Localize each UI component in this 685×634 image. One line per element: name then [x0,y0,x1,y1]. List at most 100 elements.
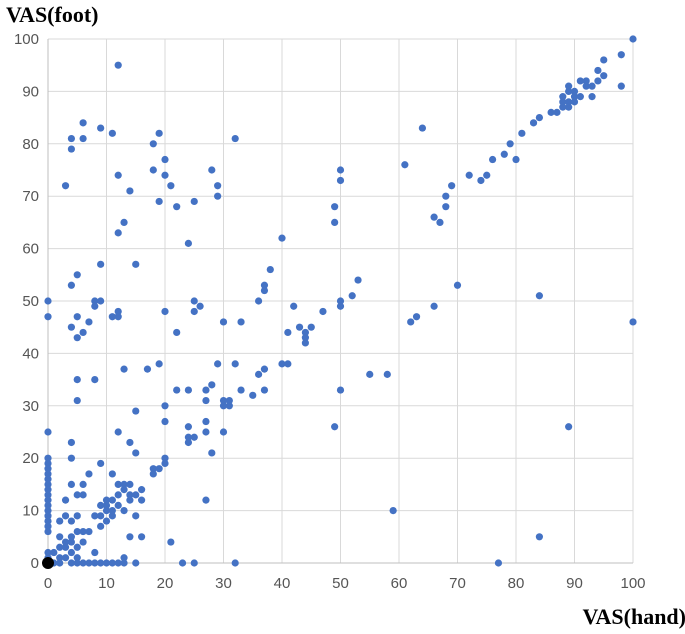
scatter-point [366,370,374,378]
data-points [42,35,637,569]
scatter-point [73,271,81,279]
scatter-point [44,486,52,494]
scatter-point [73,559,81,567]
scatter-point [73,554,81,562]
scatter-point [149,166,157,174]
scatter-point [202,396,210,405]
scatter-point [44,548,52,557]
scatter-point [102,559,111,567]
scatter-point [56,533,64,541]
tick-labels: 0 10 20 30 40 50 60 70 80 90 100 0 10 20 30 40 50 60 70 80 9… [14,31,646,592]
scatter-point [535,292,544,300]
scatter-point [61,182,70,190]
scatter-point [108,512,116,520]
x-tick-label: 0 [44,575,52,592]
scatter-point [348,292,356,300]
scatter-point [354,276,362,284]
scatter-point [594,77,602,85]
scatter-point [284,328,292,337]
scatter-point [231,134,239,143]
scatter-point [120,218,128,226]
scatter-point [44,454,52,462]
scatter-point [97,559,105,567]
scatter-point [336,166,345,174]
scatter-point [79,559,87,567]
scatter-point [202,496,210,504]
scatter-point [331,423,339,431]
scatter-point [383,370,391,378]
scatter-point [79,527,87,536]
scatter-point [600,56,608,64]
scatter-point [44,501,52,509]
scatter-point [161,171,169,179]
scatter-point [79,328,87,337]
scatter-point [61,512,70,520]
scatter-point [67,480,75,488]
scatter-point [547,108,555,116]
scatter-point [161,417,169,426]
scatter-point [214,192,222,200]
scatter-point [108,470,116,478]
scatter-point [114,61,122,69]
scatter-point [489,155,497,164]
scatter-point [138,486,146,494]
x-tick-label: 10 [98,575,115,592]
scatter-point [97,260,105,268]
scatter-point [114,559,122,567]
x-tick-label: 50 [332,575,349,592]
scatter-point [582,82,590,90]
scatter-point [108,507,116,515]
scatter-point [56,517,64,525]
scatter-point [559,103,567,111]
scatter-point [190,197,198,206]
scatter-point [61,538,70,546]
scatter-point [102,517,111,525]
scatter-point [184,386,192,394]
scatter-point [67,548,75,557]
scatter-point [85,318,93,326]
scatter-point [44,297,52,305]
scatter-point [184,438,192,447]
scatter-point [184,433,192,441]
scatter-point [44,459,52,468]
scatter-point [576,93,584,101]
scatter-point [173,386,181,394]
scatter-point [67,323,75,331]
scatter-point [161,307,169,316]
scatter-point [79,538,87,546]
scatter-point [260,281,269,289]
scatter-point [225,396,233,405]
scatter-point [126,496,134,504]
scatter-point [219,402,228,410]
scatter-point [91,302,99,310]
scatter-point [44,527,52,536]
scatter-point [79,491,87,499]
scatter-point [161,402,169,410]
scatter-point [155,129,163,137]
scatter-point [114,307,122,316]
scatter-point [79,119,87,127]
y-axis-title: VAS(foot) [6,2,98,27]
scatter-point [167,538,175,546]
scatter-point [190,559,198,567]
scatter-point [56,559,64,567]
y-tick-label: 10 [22,503,39,520]
scatter-point [336,302,345,310]
scatter-point [73,512,81,520]
scatter-point [407,318,415,326]
scatter-point [196,302,204,310]
scatter-point [132,491,140,499]
scatter-point [565,82,573,90]
scatter-point [319,307,327,316]
scatter-point [202,386,210,394]
scatter-point [102,507,111,515]
scatter-point [120,486,128,494]
scatter-point [50,548,58,557]
scatter-point [588,82,596,90]
scatter-point [126,187,134,195]
y-tick-label: 90 [22,83,39,100]
scatter-point [102,496,111,504]
scatter-point [44,475,52,483]
scatter-point [114,480,122,488]
scatter-point [178,559,187,567]
